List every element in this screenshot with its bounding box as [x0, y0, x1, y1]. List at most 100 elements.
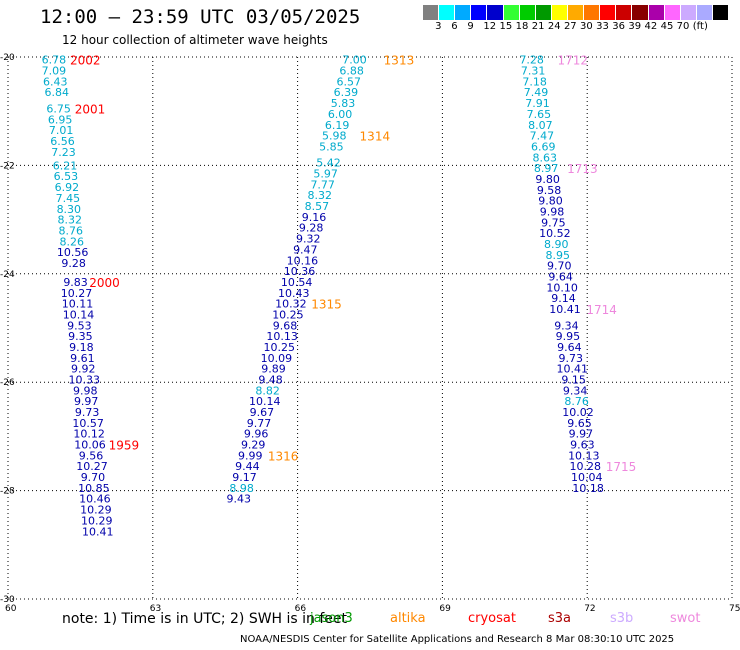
wave-height-value: 7.00 — [342, 54, 367, 67]
wave-height-value: 8.63 — [532, 151, 557, 164]
wave-height-value: 8.30 — [57, 203, 82, 216]
axis-ticks: 60 63 66 69 72 75 -20 -22 -24 -26 -28 -30 — [0, 53, 740, 614]
wave-height-value: 9.35 — [68, 330, 93, 343]
wave-height-value: 6.78 — [42, 54, 67, 67]
wave-height-value: 9.14 — [551, 292, 576, 305]
wave-height-value: 9.97 — [569, 428, 594, 441]
wave-height-value: 6.21 — [53, 159, 78, 172]
wave-height-value: 9.98 — [73, 384, 98, 397]
wave-height-value: 6.95 — [48, 113, 73, 126]
wave-height-value: 5.97 — [313, 168, 338, 181]
legend-item-cryosat: cryosat — [468, 611, 516, 626]
pass-number: 1714 — [586, 303, 617, 317]
y-tick-label: -24 — [0, 270, 15, 280]
wave-height-value: 10.41 — [556, 363, 588, 376]
wave-height-value: 9.17 — [232, 471, 257, 484]
wave-height-value: 10.04 — [571, 471, 603, 484]
legend-item-s3a: s3a — [548, 611, 572, 626]
wave-height-value: 10.41 — [82, 525, 114, 538]
wave-height-value: 8.26 — [59, 235, 84, 248]
wave-height-value: 7.77 — [310, 178, 335, 191]
wave-height-value: 7.09 — [42, 65, 67, 78]
wave-height-value: 10.09 — [261, 352, 293, 365]
wave-height-value: 9.96 — [244, 428, 269, 441]
wave-height-value: 10.12 — [73, 428, 105, 441]
wave-height-value: 6.88 — [339, 65, 364, 78]
wave-height-value: 8.07 — [528, 119, 553, 132]
color-scale-label: 36 — [612, 21, 625, 32]
wave-height-value: 10.16 — [287, 254, 319, 267]
wave-height-value: 10.36 — [284, 265, 316, 278]
wave-height-value: 6.53 — [54, 170, 79, 183]
pass-number: 2002 — [70, 54, 101, 68]
wave-height-value: 9.47 — [293, 243, 318, 256]
pass-number: 1314 — [360, 130, 391, 144]
pass-number: 1315 — [311, 298, 342, 312]
wave-height-value: 9.75 — [541, 216, 566, 229]
page-title: 12:00 – 23:59 UTC 03/05/2025 — [40, 6, 361, 28]
y-tick-label: -30 — [0, 595, 15, 605]
color-scale-swatch — [455, 5, 472, 20]
color-scale-swatch — [535, 5, 552, 20]
wave-height-value: 9.34 — [554, 319, 579, 332]
wave-height-value: 10.33 — [69, 373, 101, 386]
color-scale-label: 9 — [467, 21, 474, 32]
y-tick-label: -22 — [0, 161, 15, 171]
wave-height-value: 9.34 — [563, 384, 588, 397]
color-scale-label: 39 — [628, 21, 642, 32]
wave-height-value: 9.80 — [535, 173, 560, 186]
wave-height-value: 6.43 — [43, 75, 68, 88]
wave-height-value: 7.47 — [530, 130, 555, 143]
color-scale-label: 3 — [435, 21, 442, 32]
color-scale-swatch — [487, 5, 504, 20]
wave-height-value: 9.61 — [70, 352, 95, 365]
pass-number: 1715 — [606, 460, 637, 474]
color-scale-swatch — [664, 5, 681, 20]
wave-height-value: 9.68 — [273, 319, 298, 332]
wave-height-value: 10.43 — [278, 287, 310, 300]
color-scale-swatch — [471, 5, 488, 20]
wave-height-value: 10.85 — [78, 482, 110, 495]
wave-height-value: 9.95 — [556, 330, 581, 343]
wave-height-value: 10.52 — [539, 227, 571, 240]
wave-height-value: 6.57 — [337, 75, 362, 88]
color-scale-bar — [423, 5, 730, 21]
wave-height-value: 8.32 — [308, 189, 333, 202]
wave-height-value: 6.75 — [46, 102, 71, 115]
page-subtitle: 12 hour collection of altimeter wave hei… — [62, 33, 328, 47]
wave-height-value: 7.01 — [49, 124, 74, 137]
y-tick-label: -26 — [0, 378, 15, 388]
color-scale-label: 15 — [499, 21, 513, 32]
wave-height-value: 9.18 — [69, 341, 94, 354]
pass-number: 2000 — [89, 276, 120, 290]
wave-height-value: 9.65 — [567, 417, 592, 430]
wave-height-value: 9.53 — [67, 319, 92, 332]
wave-height-value: 8.90 — [544, 238, 569, 251]
wave-height-value: 6.19 — [325, 119, 350, 132]
pass-number: 1959 — [109, 439, 140, 453]
x-tick-label: 63 — [150, 604, 161, 614]
pass-number: 1712 — [557, 54, 588, 68]
wave-height-value: 9.77 — [247, 417, 272, 430]
color-scale-swatch — [519, 5, 536, 20]
wave-height-value: 10.29 — [80, 504, 112, 517]
wave-height-value: 8.82 — [255, 384, 280, 397]
wave-height-value: 6.00 — [328, 108, 353, 121]
wave-height-value: 9.92 — [71, 363, 96, 376]
color-scale-swatch — [503, 5, 520, 20]
wave-height-value: 6.39 — [334, 86, 359, 99]
wave-height-value: 10.27 — [76, 460, 108, 473]
color-scale-label: 33 — [596, 21, 609, 32]
color-scale-label: 21 — [531, 21, 545, 32]
wave-height-value: 5.83 — [331, 97, 356, 110]
wave-height-value: 9.64 — [548, 271, 573, 284]
wave-height-value: 9.73 — [559, 352, 584, 365]
wave-height-value: 7.91 — [525, 97, 550, 110]
wave-height-value: 9.28 — [299, 222, 324, 235]
wave-height-value: 10.29 — [81, 514, 113, 527]
color-scale-swatch — [600, 5, 617, 20]
wave-height-value: 7.23 — [51, 146, 76, 159]
wave-height-value: 7.45 — [56, 192, 81, 205]
wave-height-value: 9.89 — [261, 363, 286, 376]
